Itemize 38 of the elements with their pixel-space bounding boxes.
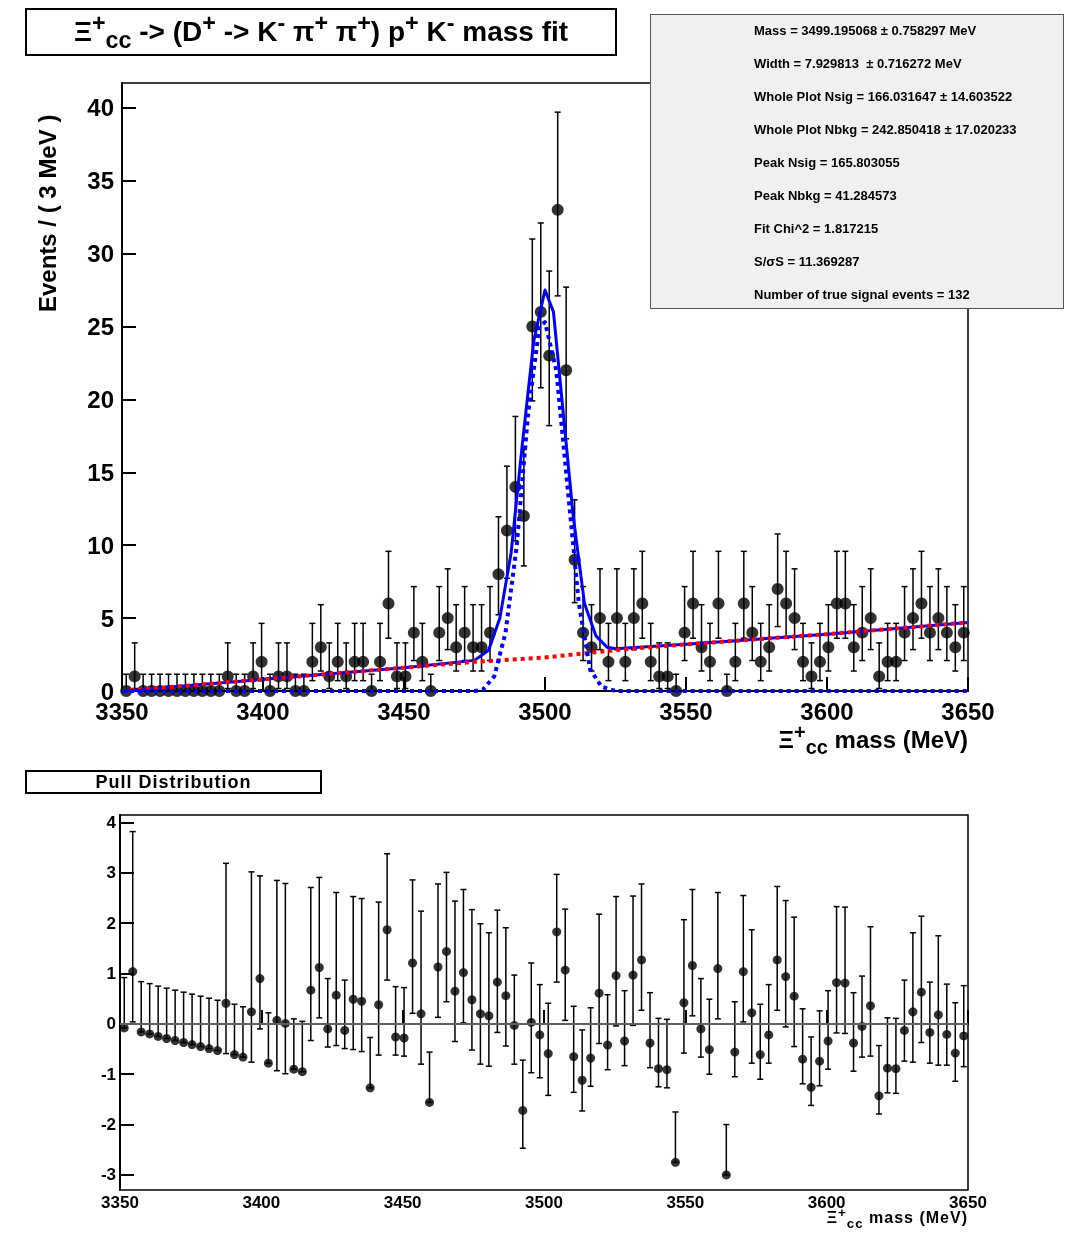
y-tick-label: 35 [87, 167, 114, 195]
annotation: Fit Chi^2 = 1.817215 [754, 220, 880, 238]
annotation: S/σS = 11.369287 [754, 253, 861, 271]
x-tick-label: 3500 [525, 1193, 563, 1212]
x-tick-label: 3500 [518, 697, 572, 725]
chart-title: Pull Distribution [95, 771, 252, 793]
x-tick-label: 3400 [242, 1193, 281, 1212]
annotation: Number of true signal events = 132 [754, 286, 971, 304]
y-tick-label: -2 [100, 1115, 116, 1135]
y-tick-label: 25 [87, 312, 114, 340]
annotation: Peak Nsig = 165.803055 [754, 154, 901, 172]
y-tick-label: 30 [87, 240, 114, 268]
y-tick-label: 2 [106, 913, 116, 933]
x-tick-label: 3450 [383, 1193, 422, 1212]
x-tick-label: 3650 [949, 1193, 987, 1212]
y-tick-label: -1 [100, 1064, 116, 1084]
x-tick-label: 3350 [101, 1193, 139, 1212]
annotation: Whole Plot Nbkg = 242.850418 ± 17.020233 [754, 121, 1018, 139]
text: Width = 7.929813 ± 0.716272 MeV [754, 56, 962, 71]
x-tick-label: 3400 [236, 697, 290, 725]
x-tick-label: 3550 [659, 697, 713, 725]
text: Mass = 3499.195068 ± 0.758297 MeV [754, 23, 977, 38]
y-tick-label: 20 [87, 385, 114, 413]
chart-title: Ξ$^{+}$$_{cc}$ -> (D$^{+}$ -> K$^{-}$ π$^{+}$ π$^{+}$) p$^{+}$ K$^{-}$ mass fit [73, 10, 569, 53]
x-tick-label: 3550 [666, 1193, 705, 1212]
y-tick-label: 40 [87, 94, 114, 122]
y-tick-label: 10 [87, 531, 114, 559]
annotation: Whole Plot Nsig = 166.031647 ± 14.603522 [754, 88, 1014, 106]
annotation: Peak Nbkg = 41.284573 [754, 187, 898, 205]
y-tick-label: 5 [100, 604, 114, 632]
y-tick-label: 3 [106, 863, 116, 883]
y-tick-label: -3 [100, 1165, 116, 1185]
y-tick-label: 15 [87, 458, 114, 486]
y-axis-title: Events / ( 3 MeV ) [34, 114, 61, 312]
x-tick-label: 3450 [377, 697, 431, 725]
y-tick-label: 4 [106, 813, 117, 833]
y-tick-label: 1 [106, 964, 116, 984]
y-tick-label: 0 [106, 1014, 116, 1034]
